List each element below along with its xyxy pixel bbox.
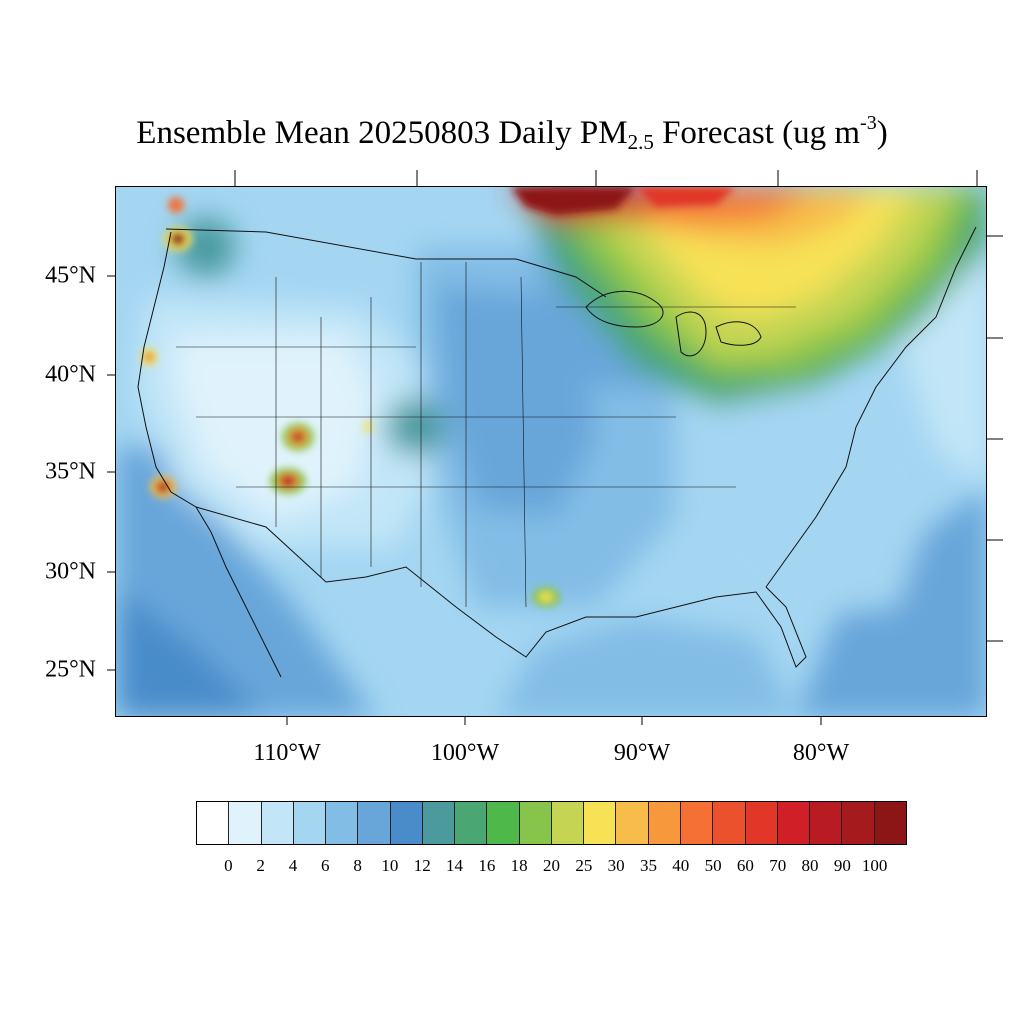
colorado-small-mark [363,422,373,432]
colorbar-swatch [616,802,649,844]
colorbar-label: 50 [704,856,722,875]
colorbar-label: 14 [446,856,464,875]
pm25-forecast-map [115,186,987,717]
colorbar-swatch [680,802,714,844]
lon-label-100w: 100°W [430,740,500,766]
arizona-fire-mark [270,468,306,494]
colorbar-swatch [229,802,262,844]
colorbar-label: 30 [607,856,625,875]
colorbar-label: 10 [381,856,399,875]
colorbar-swatch [293,802,327,844]
colorbar-swatch [358,802,391,844]
colorbar-label: 2 [256,856,265,875]
colorbar-label: 35 [639,856,657,875]
lat-label-30n: 30°N [45,558,96,585]
colorbar-labels: 0 2 4 6 8 10 12 14 16 18 20 25 30 35 40 50 60 70 80 90 100 [196,856,907,880]
colorbar-swatch [551,802,585,844]
colorbar-label: 18 [510,856,528,875]
coastlines-and-borders [137,226,977,678]
colorbar-label: 100 [861,856,888,875]
east-texas-hotspot-mark [532,587,560,607]
lat-label-40n: 40°N [45,361,96,388]
colorbar [196,801,907,845]
colorbar-swatch [326,802,359,844]
colorbar-swatch [261,802,294,844]
northern-california-fire-mark [141,348,157,366]
colorbar-label: 70 [769,856,787,875]
colorbar-swatch [455,802,488,844]
colorbar-swatch [519,802,552,844]
colorbar-swatch [777,802,811,844]
colorbar-label: 25 [575,856,593,875]
lon-label-110w: 110°W [253,740,321,766]
title-superscript: -3 [860,112,877,134]
utah-fire-mark [282,423,314,451]
colorbar-swatch [745,802,778,844]
colorbar-label: 20 [543,856,560,875]
colorbar-swatch [390,802,423,844]
lon-label-80w: 80°W [792,740,850,766]
lat-label-25n: 25°N [45,656,96,683]
colorbar-label: 12 [413,856,431,875]
colorbar-label: 40 [672,856,690,875]
title-subscript: 2.5 [627,130,654,154]
colorbar-label: 60 [736,856,754,875]
colorbar-swatch [197,802,230,844]
colorbar-label: 6 [321,856,330,875]
colorbar-label: 4 [288,856,298,875]
colorbar-label: 16 [478,856,496,875]
colorbar-label: 80 [801,856,819,875]
colorbar-swatch [842,802,875,844]
colorbar-swatch [810,802,843,844]
lat-label-35n: 35°N [45,458,96,485]
colorbar-swatch [487,802,520,844]
lat-label-45n: 45°N [45,262,96,289]
map-title: Ensemble Mean 20250803 Daily PM2.5 Forec… [136,112,888,154]
colorbar-label: 90 [833,856,851,875]
colorbar-label: 0 [224,856,233,875]
colorbar-swatch [422,802,456,844]
colorbar-swatch [874,802,906,844]
colorbar-swatch [713,802,746,844]
colorbar-label: 8 [353,856,362,875]
colorbar-swatch [584,802,617,844]
lon-label-90w: 90°W [613,740,671,766]
colorbar-swatch [648,802,681,844]
